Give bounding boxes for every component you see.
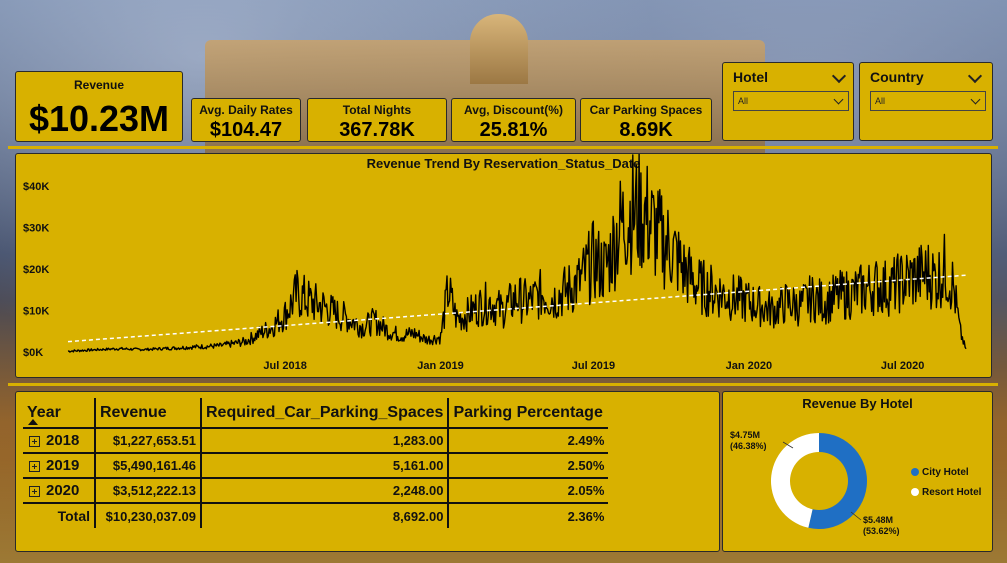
table-row: 2020 $3,512,222.13 2,248.00 2.05% bbox=[23, 478, 609, 504]
kpi-revenue-title: Revenue bbox=[73, 78, 125, 92]
chevron-down-icon bbox=[970, 94, 981, 105]
kpi-discount-value: 25.81% bbox=[479, 119, 548, 141]
table-row: 2019 $5,490,161.46 5,161.00 2.50% bbox=[23, 453, 609, 479]
kpi-discount-card[interactable]: Avg, Discount(%) 25.81% bbox=[451, 98, 576, 142]
legend-item-resort-hotel[interactable]: Resort Hotel bbox=[911, 487, 981, 498]
column-header-parking[interactable]: Required_Car_Parking_Spaces bbox=[199, 398, 449, 429]
row-parking: 2,248.00 bbox=[199, 478, 449, 504]
legend-item-city-hotel[interactable]: City Hotel bbox=[911, 467, 969, 478]
kpi-parking-card[interactable]: Car Parking Spaces 8.69K bbox=[580, 98, 712, 142]
kpi-nights-title: Total Nights bbox=[342, 103, 412, 117]
table-row: 2018 $1,227,653.51 1,283.00 2.49% bbox=[23, 428, 609, 454]
row-year: 2018 bbox=[46, 432, 80, 449]
y-tick-label: $10K bbox=[23, 306, 49, 318]
row-revenue: $3,512,222.13 bbox=[94, 478, 201, 504]
revenue-by-hotel-chart[interactable]: Revenue By Hotel $4.75M (46.38%) $5.48M … bbox=[722, 391, 993, 552]
donut-title: Revenue By Hotel bbox=[802, 396, 913, 411]
country-slicer[interactable]: Country All bbox=[859, 62, 993, 141]
row-percentage: 2.05% bbox=[447, 478, 609, 504]
chevron-down-icon bbox=[833, 94, 844, 105]
x-tick-label: Jan 2020 bbox=[726, 360, 772, 372]
row-parking: 1,283.00 bbox=[199, 428, 449, 454]
separator-top bbox=[8, 146, 998, 149]
revenue-series-line bbox=[67, 154, 967, 353]
kpi-adr-title: Avg. Daily Rates bbox=[199, 103, 293, 117]
legend-label: Resort Hotel bbox=[922, 487, 982, 498]
kpi-discount-title: Avg, Discount(%) bbox=[464, 103, 563, 117]
resort-hotel-percent: (46.38%) bbox=[730, 441, 767, 451]
resort-leader-line bbox=[782, 441, 794, 449]
chevron-down-icon[interactable] bbox=[967, 68, 983, 84]
row-year: 2020 bbox=[46, 482, 80, 499]
x-tick-label: Jul 2019 bbox=[572, 360, 615, 372]
country-slicer-label: Country bbox=[870, 69, 924, 85]
country-slicer-dropdown[interactable]: All bbox=[870, 91, 986, 111]
row-percentage: 2.50% bbox=[447, 453, 609, 479]
kpi-adr-card[interactable]: Avg. Daily Rates $104.47 bbox=[191, 98, 301, 142]
revenue-trend-chart[interactable]: Revenue Trend By Reservation_Status_Date… bbox=[15, 153, 992, 378]
total-parking: 8,692.00 bbox=[199, 503, 449, 528]
trend-line bbox=[67, 274, 967, 343]
table-total-row: Total $10,230,037.09 8,692.00 2.36% bbox=[23, 503, 609, 528]
total-label: Total bbox=[57, 508, 90, 524]
kpi-revenue-value: $10.23M bbox=[28, 98, 170, 139]
city-hotel-slice bbox=[808, 433, 867, 529]
resort-hotel-legend-dot bbox=[911, 488, 919, 496]
line-chart-svg: $0K $10K $20K $30K $40K Jul 2018 Jan 2019 Jul 2… bbox=[23, 154, 967, 372]
kpi-parking-title: Car Parking Spaces bbox=[589, 103, 703, 117]
data-table: Year Revenue Required_Car_Parking_Spaces… bbox=[23, 398, 609, 528]
city-leader-line bbox=[850, 511, 862, 521]
city-hotel-data-label: $5.48M (53.62%) bbox=[863, 515, 900, 537]
kpi-revenue-card[interactable]: Revenue $10.23M bbox=[15, 71, 183, 142]
kpi-nights-card[interactable]: Total Nights 367.78K bbox=[307, 98, 447, 142]
column-header-percentage[interactable]: Parking Percentage bbox=[447, 398, 609, 429]
total-revenue: $10,230,037.09 bbox=[94, 503, 201, 528]
x-tick-label: Jul 2018 bbox=[263, 360, 306, 372]
row-revenue: $5,490,161.46 bbox=[94, 453, 201, 479]
x-tick-label: Jan 2019 bbox=[417, 360, 463, 372]
kpi-nights-value: 367.78K bbox=[339, 119, 415, 141]
resort-hotel-value: $4.75M bbox=[730, 430, 761, 440]
row-year: 2019 bbox=[46, 457, 80, 474]
row-percentage: 2.49% bbox=[447, 428, 609, 454]
expand-icon[interactable] bbox=[29, 436, 40, 448]
donut-chart-svg bbox=[771, 433, 867, 529]
chart-title: Revenue Trend By Reservation_Status_Date bbox=[366, 156, 641, 171]
background-tower bbox=[470, 14, 528, 84]
kpi-adr-value: $104.47 bbox=[209, 119, 283, 141]
y-tick-label: $0K bbox=[23, 347, 43, 359]
row-revenue: $1,227,653.51 bbox=[94, 428, 201, 454]
hotel-slicer-value: All bbox=[738, 96, 749, 106]
resort-hotel-slice bbox=[771, 433, 819, 528]
y-tick-label: $40K bbox=[23, 181, 49, 193]
country-slicer-value: All bbox=[875, 96, 886, 106]
hotel-slicer-dropdown[interactable]: All bbox=[733, 91, 849, 111]
column-header-revenue[interactable]: Revenue bbox=[94, 398, 201, 429]
expand-icon[interactable] bbox=[29, 461, 40, 473]
y-tick-label: $20K bbox=[23, 264, 49, 276]
chevron-down-icon[interactable] bbox=[831, 68, 847, 84]
expand-icon[interactable] bbox=[29, 486, 40, 498]
legend-label: City Hotel bbox=[922, 467, 969, 478]
separator-middle bbox=[8, 383, 998, 386]
hotel-slicer-label: Hotel bbox=[733, 69, 768, 85]
revenue-table[interactable]: Year Revenue Required_Car_Parking_Spaces… bbox=[15, 391, 720, 552]
kpi-parking-value: 8.69K bbox=[619, 119, 673, 141]
total-percentage: 2.36% bbox=[447, 503, 609, 528]
y-tick-label: $30K bbox=[23, 223, 49, 235]
city-hotel-legend-dot bbox=[911, 468, 919, 476]
column-header-year[interactable]: Year bbox=[23, 398, 95, 429]
city-hotel-percent: (53.62%) bbox=[863, 526, 900, 536]
resort-hotel-data-label: $4.75M (46.38%) bbox=[730, 430, 767, 452]
hotel-slicer[interactable]: Hotel All bbox=[722, 62, 854, 141]
city-hotel-value: $5.48M bbox=[863, 515, 894, 525]
row-parking: 5,161.00 bbox=[199, 453, 449, 479]
x-tick-label: Jul 2020 bbox=[881, 360, 924, 372]
